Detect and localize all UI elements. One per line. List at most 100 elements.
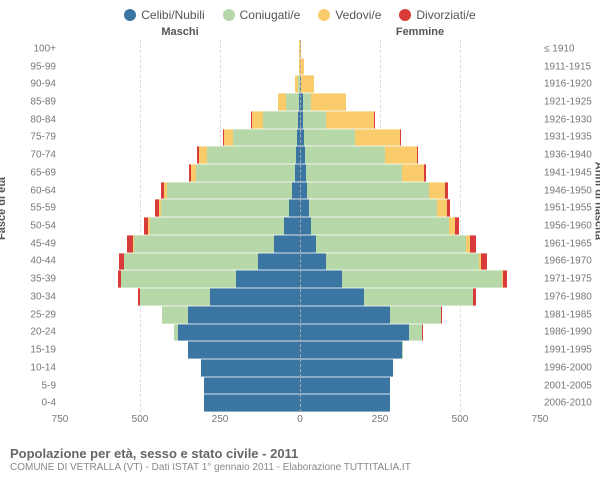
bar-male [60, 58, 300, 76]
bar-male [60, 164, 300, 182]
bar-male [60, 359, 300, 377]
bar-female [300, 129, 540, 147]
legend-label: Celibi/Nubili [141, 8, 204, 22]
x-tick: 750 [52, 414, 69, 425]
birth-year-label: 1991-1995 [544, 345, 596, 356]
birth-year-label: 1961-1965 [544, 238, 596, 249]
birth-year-label: ≤ 1910 [544, 43, 596, 54]
bar-female [300, 270, 540, 288]
legend-swatch [399, 9, 411, 21]
bar-male [60, 288, 300, 306]
age-label: 60-64 [22, 185, 56, 196]
age-label: 50-54 [22, 221, 56, 232]
birth-year-label: 1956-1960 [544, 221, 596, 232]
bar-female [300, 394, 540, 412]
legend-swatch [223, 9, 235, 21]
bar-male [60, 40, 300, 58]
bar-male [60, 129, 300, 147]
bar-male [60, 182, 300, 200]
age-label: 10-14 [22, 362, 56, 373]
bar-female [300, 182, 540, 200]
bar-female [300, 146, 540, 164]
bar-female [300, 288, 540, 306]
legend-item: Divorziati/e [399, 8, 475, 22]
age-label: 55-59 [22, 203, 56, 214]
age-label: 85-89 [22, 97, 56, 108]
bar-female [300, 253, 540, 271]
age-label: 35-39 [22, 274, 56, 285]
bar-male [60, 341, 300, 359]
age-label: 70-74 [22, 150, 56, 161]
bar-male [60, 93, 300, 111]
age-label: 15-19 [22, 345, 56, 356]
age-label: 100+ [22, 43, 56, 54]
birth-year-label: 1986-1990 [544, 327, 596, 338]
birth-year-label: 1951-1955 [544, 203, 596, 214]
bar-male [60, 394, 300, 412]
x-tick: 250 [212, 414, 229, 425]
chart-title: Popolazione per età, sesso e stato civil… [10, 446, 590, 461]
age-label: 30-34 [22, 291, 56, 302]
age-label: 90-94 [22, 79, 56, 90]
bar-female [300, 199, 540, 217]
bar-male [60, 377, 300, 395]
legend-item: Vedovi/e [318, 8, 381, 22]
legend-swatch [318, 9, 330, 21]
bar-female [300, 164, 540, 182]
bar-female [300, 217, 540, 235]
bar-female [300, 40, 540, 58]
birth-year-label: 1966-1970 [544, 256, 596, 267]
legend: Celibi/Nubili Coniugati/e Vedovi/e Divorzia… [0, 0, 600, 26]
bar-female [300, 359, 540, 377]
bar-male [60, 270, 300, 288]
bar-male [60, 324, 300, 342]
bar-male [60, 253, 300, 271]
bar-male [60, 217, 300, 235]
bar-female [300, 111, 540, 129]
bar-male [60, 306, 300, 324]
x-tick: 250 [372, 414, 389, 425]
age-label: 45-49 [22, 238, 56, 249]
birth-year-label: 1936-1940 [544, 150, 596, 161]
x-axis: 7505002500250500750 [60, 414, 540, 430]
birth-year-label: 1926-1930 [544, 114, 596, 125]
age-label: 80-84 [22, 114, 56, 125]
bar-female [300, 306, 540, 324]
legend-swatch [124, 9, 136, 21]
legend-item: Coniugati/e [223, 8, 301, 22]
bar-male [60, 75, 300, 93]
legend-label: Vedovi/e [335, 8, 381, 22]
birth-year-label: 1946-1950 [544, 185, 596, 196]
birth-year-label: 1911-1915 [544, 61, 596, 72]
birth-year-label: 1976-1980 [544, 291, 596, 302]
chart-subtitle: COMUNE DI VETRALLA (VT) - Dati ISTAT 1° … [10, 462, 590, 473]
center-axis [300, 40, 301, 412]
x-tick: 750 [532, 414, 549, 425]
bar-female [300, 58, 540, 76]
bar-female [300, 341, 540, 359]
age-label: 25-29 [22, 309, 56, 320]
birth-year-label: 1981-1985 [544, 309, 596, 320]
legend-item: Celibi/Nubili [124, 8, 204, 22]
x-tick: 500 [132, 414, 149, 425]
x-tick: 500 [452, 414, 469, 425]
birth-year-label: 1921-1925 [544, 97, 596, 108]
bar-female [300, 93, 540, 111]
bar-male [60, 146, 300, 164]
chart-footer: Popolazione per età, sesso e stato civil… [0, 440, 600, 473]
age-label: 20-24 [22, 327, 56, 338]
bar-female [300, 75, 540, 93]
header-male: Maschi [60, 26, 300, 38]
birth-year-label: 1941-1945 [544, 167, 596, 178]
bar-male [60, 235, 300, 253]
legend-label: Coniugati/e [240, 8, 301, 22]
age-label: 65-69 [22, 167, 56, 178]
age-label: 75-79 [22, 132, 56, 143]
age-label: 0-4 [22, 398, 56, 409]
age-label: 40-44 [22, 256, 56, 267]
bar-female [300, 235, 540, 253]
birth-year-label: 1996-2000 [544, 362, 596, 373]
birth-year-label: 1916-1920 [544, 79, 596, 90]
legend-label: Divorziati/e [416, 8, 475, 22]
bar-female [300, 377, 540, 395]
